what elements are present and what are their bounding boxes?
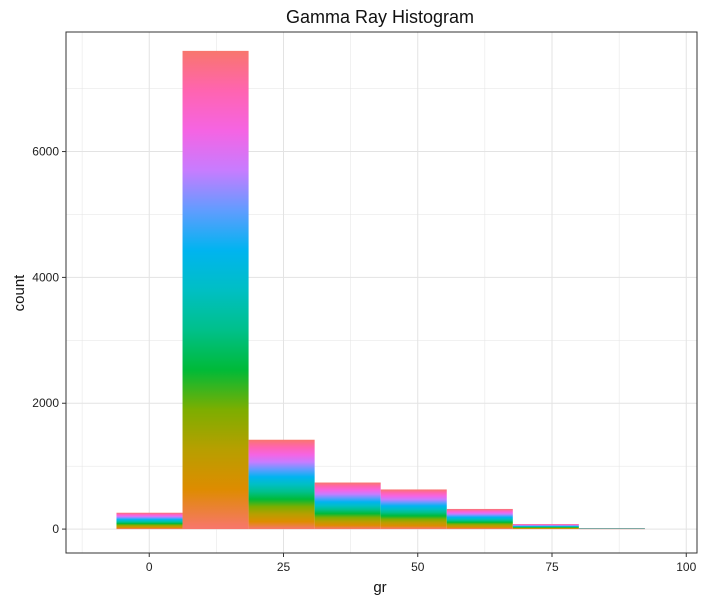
- histogram-bar: [380, 489, 447, 530]
- y-tick-label: 2000: [32, 396, 59, 410]
- histogram-bar: [182, 50, 249, 530]
- x-tick-label: 25: [277, 560, 291, 574]
- y-axis-title: count: [11, 274, 28, 312]
- histogram-bar: [314, 482, 381, 530]
- histogram-bar: [578, 528, 645, 530]
- x-tick-label: 75: [545, 560, 559, 574]
- histogram-bar: [446, 508, 513, 530]
- x-axis: 0 25 50 75 100: [146, 553, 697, 574]
- plot-panel-border: [65, 31, 698, 554]
- y-tick-label: 0: [52, 522, 59, 536]
- chart-title: Gamma Ray Histogram: [286, 7, 474, 27]
- x-axis-title: gr: [373, 579, 386, 596]
- histogram-bar: [512, 524, 579, 530]
- histogram-bars: [116, 50, 645, 530]
- y-tick-label: 4000: [32, 270, 59, 284]
- histogram-bar: [248, 439, 315, 530]
- x-tick-label: 50: [411, 560, 425, 574]
- y-tick-label: 6000: [32, 145, 59, 159]
- x-tick-label: 0: [146, 560, 153, 574]
- histogram-bar: [116, 512, 183, 530]
- y-axis: 0 2000 4000 6000: [32, 145, 66, 536]
- x-tick-label: 100: [676, 560, 696, 574]
